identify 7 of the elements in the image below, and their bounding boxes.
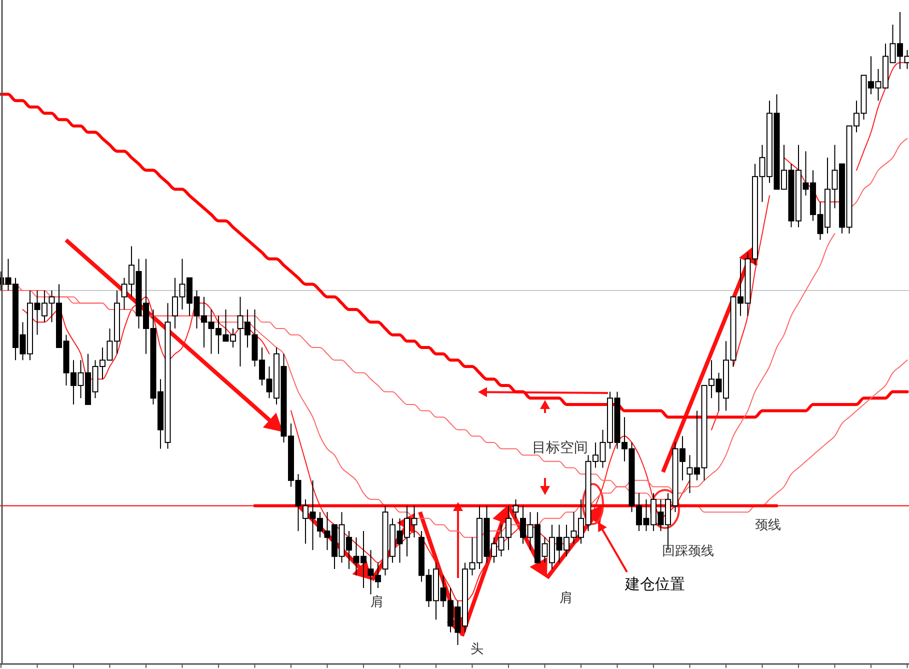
annotation: 目标空间: [532, 440, 588, 456]
annotation: 头: [470, 642, 484, 657]
annotation: 颈线: [755, 518, 781, 533]
annotation: 回踩颈线: [662, 544, 714, 559]
annotation: 建仓位置: [624, 575, 685, 593]
annotation: 肩: [560, 590, 572, 606]
annotation: 肩: [370, 594, 384, 610]
